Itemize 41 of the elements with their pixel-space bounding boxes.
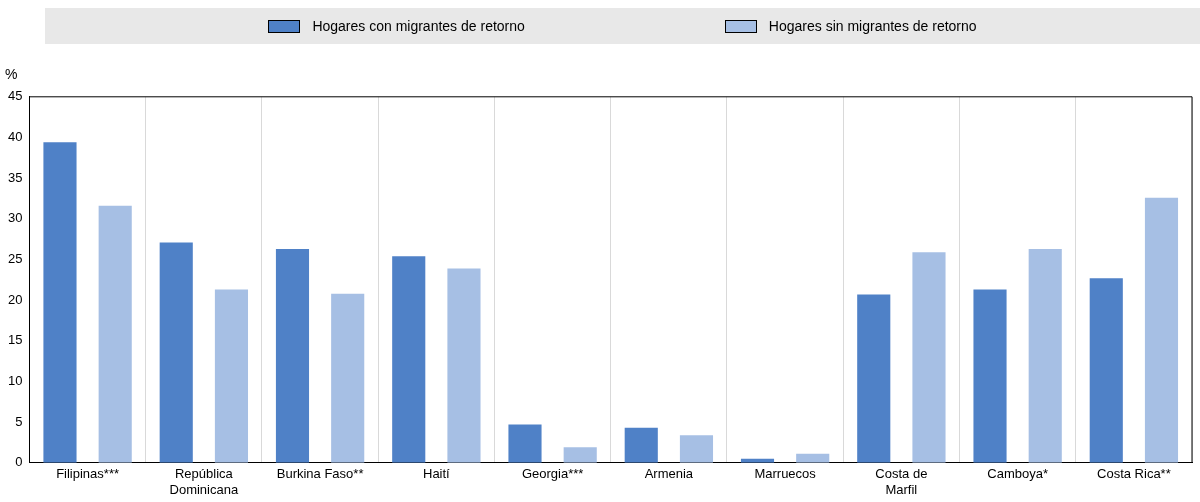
y-axis-title: % (5, 66, 18, 82)
bar (508, 424, 542, 463)
y-tick-label: 20 (7, 291, 23, 307)
bar (1144, 197, 1179, 463)
bar (275, 248, 310, 463)
x-tick-label: Marruecos (754, 466, 817, 482)
bar (973, 289, 1007, 463)
bar (331, 293, 365, 463)
x-tick-label: Filipinas*** (56, 466, 120, 482)
bar (912, 252, 946, 463)
x-tick-label: Georgia*** (521, 466, 584, 482)
bar (159, 242, 193, 463)
y-tick-label: 25 (7, 251, 23, 267)
bar (98, 205, 132, 463)
bar (1028, 248, 1062, 463)
bar (43, 142, 77, 463)
bar (563, 447, 597, 463)
bar (214, 289, 249, 463)
y-tick-label: 0 (15, 454, 23, 470)
x-tick-label: Haití (422, 466, 451, 482)
y-tick-label: 10 (7, 373, 23, 389)
y-tick-label: 30 (7, 210, 23, 226)
y-tick-label: 40 (7, 129, 23, 145)
bar (1089, 278, 1123, 463)
x-tick-label: República Dominicana (169, 466, 239, 497)
legend-label: Hogares con migrantes de retorno (312, 18, 525, 34)
bar (679, 435, 714, 463)
y-tick-label: 45 (7, 88, 23, 104)
x-tick-label: Camboya* (987, 466, 1048, 482)
y-tick-label: 35 (7, 169, 23, 185)
bar (447, 268, 481, 463)
y-tick-label: 5 (15, 413, 23, 429)
x-tick-label: Costa de Marfil (875, 466, 928, 497)
x-tick-label: Costa Rica** (1097, 466, 1171, 482)
bar (392, 256, 426, 463)
y-tick-label: 15 (7, 332, 23, 348)
bar (857, 294, 891, 463)
legend-label: Hogares sin migrantes de retorno (768, 18, 977, 34)
x-tick-label: Burkina Faso** (276, 466, 364, 482)
x-tick-label: Armenia (644, 466, 694, 482)
bar (624, 427, 658, 463)
